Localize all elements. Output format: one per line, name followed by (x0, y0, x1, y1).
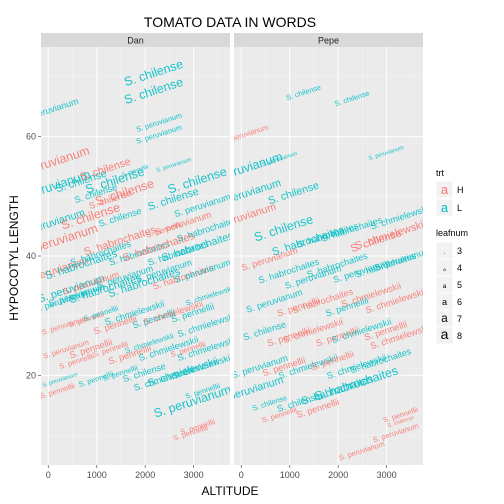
legend-label-trt: H (457, 185, 464, 195)
legend-title-leafnum: leafnum (436, 228, 468, 238)
x-tick-label: 0 (46, 470, 51, 480)
x-tick-label: 1000 (280, 470, 300, 480)
facet-strip (234, 33, 423, 47)
legend-key-glyph: a (442, 297, 448, 307)
legend-key-box (435, 180, 454, 199)
legend-label-leafnum: 6 (457, 297, 462, 307)
legend-key-glyph: a (441, 200, 449, 215)
y-tick-label: 40 (26, 251, 36, 261)
legend-key-glyph: a (444, 253, 446, 255)
x-tick-label: 3000 (184, 470, 204, 480)
facet-strip-label: Pepe (318, 36, 339, 46)
y-tick-label: 60 (26, 132, 36, 142)
legend-key-box (435, 198, 454, 217)
x-axis-label: ALTITUDE (201, 484, 258, 498)
x-tick-label: 3000 (377, 470, 397, 480)
facet-strip-label: Dan (127, 36, 144, 46)
chart-title: TOMATO DATA IN WORDS (144, 14, 316, 30)
y-tick-label: 20 (26, 370, 36, 380)
x-tick-label: 2000 (328, 470, 348, 480)
legend-label-trt: L (457, 203, 462, 213)
legend-label-leafnum: 5 (457, 280, 462, 290)
legend-label-leafnum: 3 (457, 246, 462, 256)
legend-key-glyph: a (441, 182, 449, 197)
legend-label-leafnum: 8 (457, 331, 462, 341)
legend-label-leafnum: 4 (457, 263, 462, 273)
x-tick-label: 0 (239, 470, 244, 480)
legend-label-leafnum: 7 (457, 314, 462, 324)
y-axis-label: HYPOCOTYL LENGTH (7, 195, 21, 321)
legend-key-box (435, 241, 454, 260)
x-tick-label: 2000 (135, 470, 155, 480)
facet-strip (41, 33, 230, 47)
x-tick-label: 1000 (87, 470, 107, 480)
legend-title-trt: trt (436, 168, 444, 178)
legend-key-glyph: a (443, 283, 447, 290)
legend-key-glyph: a (441, 312, 448, 325)
legend-key-glyph: a (443, 267, 446, 272)
legend-key-glyph: a (441, 326, 449, 342)
legend-key-box (435, 326, 454, 345)
